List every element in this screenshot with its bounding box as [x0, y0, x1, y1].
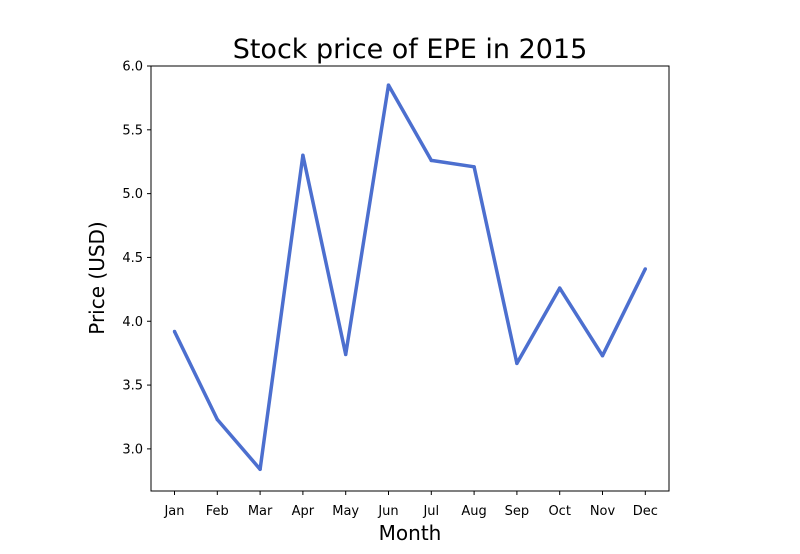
data-point-mar	[258, 467, 262, 472]
x-tick-label: Mar	[248, 504, 273, 519]
data-point-nov	[600, 354, 605, 358]
y-tick-label: 5.0	[122, 187, 143, 202]
series-layer	[172, 83, 647, 472]
x-tick-label: Jun	[377, 504, 398, 519]
data-point-oct	[558, 286, 562, 290]
x-tick-label: Sep	[505, 504, 530, 519]
data-point-feb	[215, 417, 219, 422]
data-point-jul	[429, 158, 433, 163]
x-tick-label: Jul	[422, 504, 439, 519]
chart-title: Stock price of EPE in 2015	[233, 34, 588, 65]
x-tick-label: Dec	[633, 504, 658, 519]
data-point-sep	[515, 361, 519, 366]
plot-frame	[150, 65, 670, 492]
y-tick-label: 5.5	[122, 123, 143, 138]
data-point-jan	[172, 329, 177, 334]
y-tick-label: 3.0	[122, 442, 143, 457]
price-line-series	[172, 83, 647, 472]
x-tick-label: Aug	[461, 504, 486, 519]
x-tick-label: Oct	[548, 504, 570, 519]
data-point-apr	[301, 153, 305, 158]
data-point-may	[344, 352, 348, 357]
x-tick-label: Nov	[590, 504, 616, 519]
x-tick-label: Apr	[292, 504, 315, 519]
x-axis-ticks: Jan Feb Mar Apr May Jun Jul Aug Sep Oct Nov Dec	[163, 491, 658, 519]
x-tick-label: Feb	[206, 504, 229, 519]
x-tick-label: May	[332, 504, 359, 519]
x-tick-label: Jan	[163, 504, 184, 519]
y-axis-ticks: 3.0 3.5 4.0 4.5 5.0 5.5 6.0	[122, 60, 151, 457]
data-point-jun	[386, 83, 391, 87]
data-point-aug	[472, 165, 476, 169]
y-tick-label: 6.0	[122, 60, 143, 75]
x-axis-label: Month	[379, 521, 442, 545]
y-axis-label: Price (USD)	[85, 221, 109, 335]
y-tick-label: 4.5	[122, 251, 143, 266]
y-tick-label: 3.5	[122, 379, 143, 394]
data-point-dec	[643, 267, 647, 271]
y-tick-label: 4.0	[122, 315, 143, 330]
